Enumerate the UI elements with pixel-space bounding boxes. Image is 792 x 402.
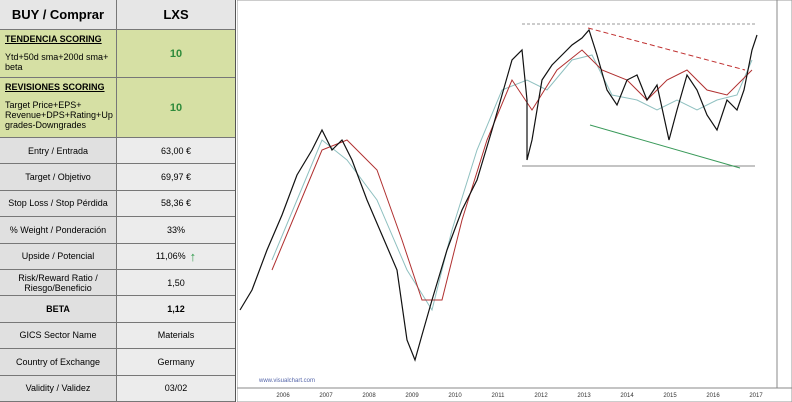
x-tick-label: 2011 [492, 393, 506, 399]
table-row: Validity / Validez 03/02 [0, 375, 235, 402]
value-text: 69,97 € [160, 172, 192, 183]
x-tick-label: 2007 [319, 393, 333, 399]
label-text: BETA [46, 304, 70, 315]
label-text: Target / Objetivo [25, 172, 91, 183]
price-line [239, 28, 758, 362]
scoring-label: TENDENCIA SCORING Ytd+50d sma+200d sma+ b… [0, 30, 117, 77]
row-value: 33% [117, 217, 235, 243]
up-arrow-icon: ↑ [189, 248, 197, 264]
scoring-row: REVISIONES SCORING Target Price+EPS+ Reve… [0, 78, 235, 138]
row-value: 11,06% ↑ [117, 243, 235, 269]
table-row: GICS Sector Name Materials [0, 322, 235, 350]
watermark: www.visualchart.com [258, 378, 315, 384]
x-tick-label: 2015 [663, 393, 677, 399]
x-tick-label: 2016 [706, 393, 720, 399]
row-label: GICS Sector Name [0, 322, 117, 349]
scoring-description: Ytd+50d sma+200d sma+ beta [5, 52, 109, 72]
row-label: BETA [0, 296, 117, 322]
moving-average [271, 49, 753, 301]
scoring-title: TENDENCIA SCORING [5, 34, 102, 44]
scoring-row: TENDENCIA SCORING Ytd+50d sma+200d sma+ b… [0, 30, 235, 78]
row-value: 63,00 € [117, 138, 235, 164]
row-label: Stop Loss / Stop Pérdida [0, 190, 117, 217]
x-tick-label: 2012 [534, 393, 548, 399]
x-tick-label: 2008 [362, 393, 376, 399]
scoring-value: 10 [169, 47, 183, 60]
price-chart: 2006 2007 2008 2009 2010 2011 2012 2013 2014 2015… [237, 0, 792, 402]
trend-line [587, 27, 746, 71]
label-text: Upside / Potencial [21, 251, 95, 262]
label-text: % Weight / Ponderación [9, 224, 107, 235]
value-text: 1,50 [167, 277, 185, 288]
value-text: Materials [157, 330, 195, 341]
row-value: 69,97 € [117, 164, 235, 190]
label-text: GICS Sector Name [19, 330, 97, 341]
label-text: Stop Loss / Stop Pérdida [8, 198, 108, 209]
x-tick-label: 2013 [577, 393, 591, 399]
moving-average [271, 54, 753, 312]
table-row: Risk/Reward Ratio / Riesgo/Beneficio 1,50 [0, 269, 235, 297]
table-body: Entry / Entrada 63,00 € Target / Objetivo 6… [0, 138, 235, 402]
value-text: 1,12 [167, 304, 185, 315]
table-row: Target / Objetivo 69,97 € [0, 164, 235, 191]
value-text: 58,36 € [160, 198, 192, 209]
row-value: 1,12 [117, 296, 235, 322]
label-text: Country of Exchange [15, 356, 101, 367]
table-row: Upside / Potencial 11,06% ↑ [0, 243, 235, 270]
chart-frame [237, 0, 792, 402]
scoring-value: 10 [169, 101, 183, 114]
row-value: 1,50 [117, 269, 235, 296]
x-tick-label: 2006 [276, 393, 290, 399]
value-text: 63,00 € [160, 145, 192, 156]
header-row: BUY / Comprar LXS [0, 0, 235, 30]
row-label: Country of Exchange [0, 349, 117, 375]
header-action: BUY / Comprar [0, 0, 117, 29]
header-ticker: LXS [117, 0, 235, 29]
value-text: 03/02 [164, 383, 188, 394]
row-label: % Weight / Ponderación [0, 217, 117, 243]
label-text: Risk/Reward Ratio / Riesgo/Beneficio [18, 272, 98, 293]
label-text: Entry / Entrada [27, 145, 89, 156]
value-text: Germany [157, 356, 195, 367]
row-value: 58,36 € [117, 190, 235, 217]
row-label: Target / Objetivo [0, 164, 117, 190]
x-tick-label: 2017 [749, 393, 763, 399]
row-label: Risk/Reward Ratio / Riesgo/Beneficio [0, 269, 117, 296]
table-row: % Weight / Ponderación 33% [0, 217, 235, 244]
value-text: 33% [166, 224, 185, 235]
scoring-description: Target Price+EPS+ Revenue+DPS+Rating+Up … [5, 100, 113, 130]
row-label: Upside / Potencial [0, 243, 117, 269]
row-value: Germany [117, 349, 235, 375]
x-tick-label: 2009 [405, 393, 419, 399]
value-text: 11,06% [155, 251, 186, 262]
table-row: Country of Exchange Germany [0, 349, 235, 376]
x-tick-label: 2010 [448, 393, 462, 399]
table-row: Stop Loss / Stop Pérdida 58,36 € [0, 190, 235, 218]
x-tick-label: 2014 [620, 393, 634, 399]
row-value: Materials [117, 322, 235, 349]
label-text: Validity / Validez [25, 383, 91, 394]
row-label: Validity / Validez [0, 375, 117, 401]
table-row: Entry / Entrada 63,00 € [0, 138, 235, 165]
trend-line [589, 124, 741, 169]
scoring-table: BUY / Comprar LXS TENDENCIA SCORING Ytd+5… [0, 0, 236, 402]
row-value: 03/02 [117, 375, 235, 401]
row-label: Entry / Entrada [0, 138, 117, 164]
scoring-title: REVISIONES SCORING [5, 82, 105, 92]
scoring-label: REVISIONES SCORING Target Price+EPS+ Reve… [0, 78, 117, 137]
table-row: BETA 1,12 [0, 296, 235, 323]
